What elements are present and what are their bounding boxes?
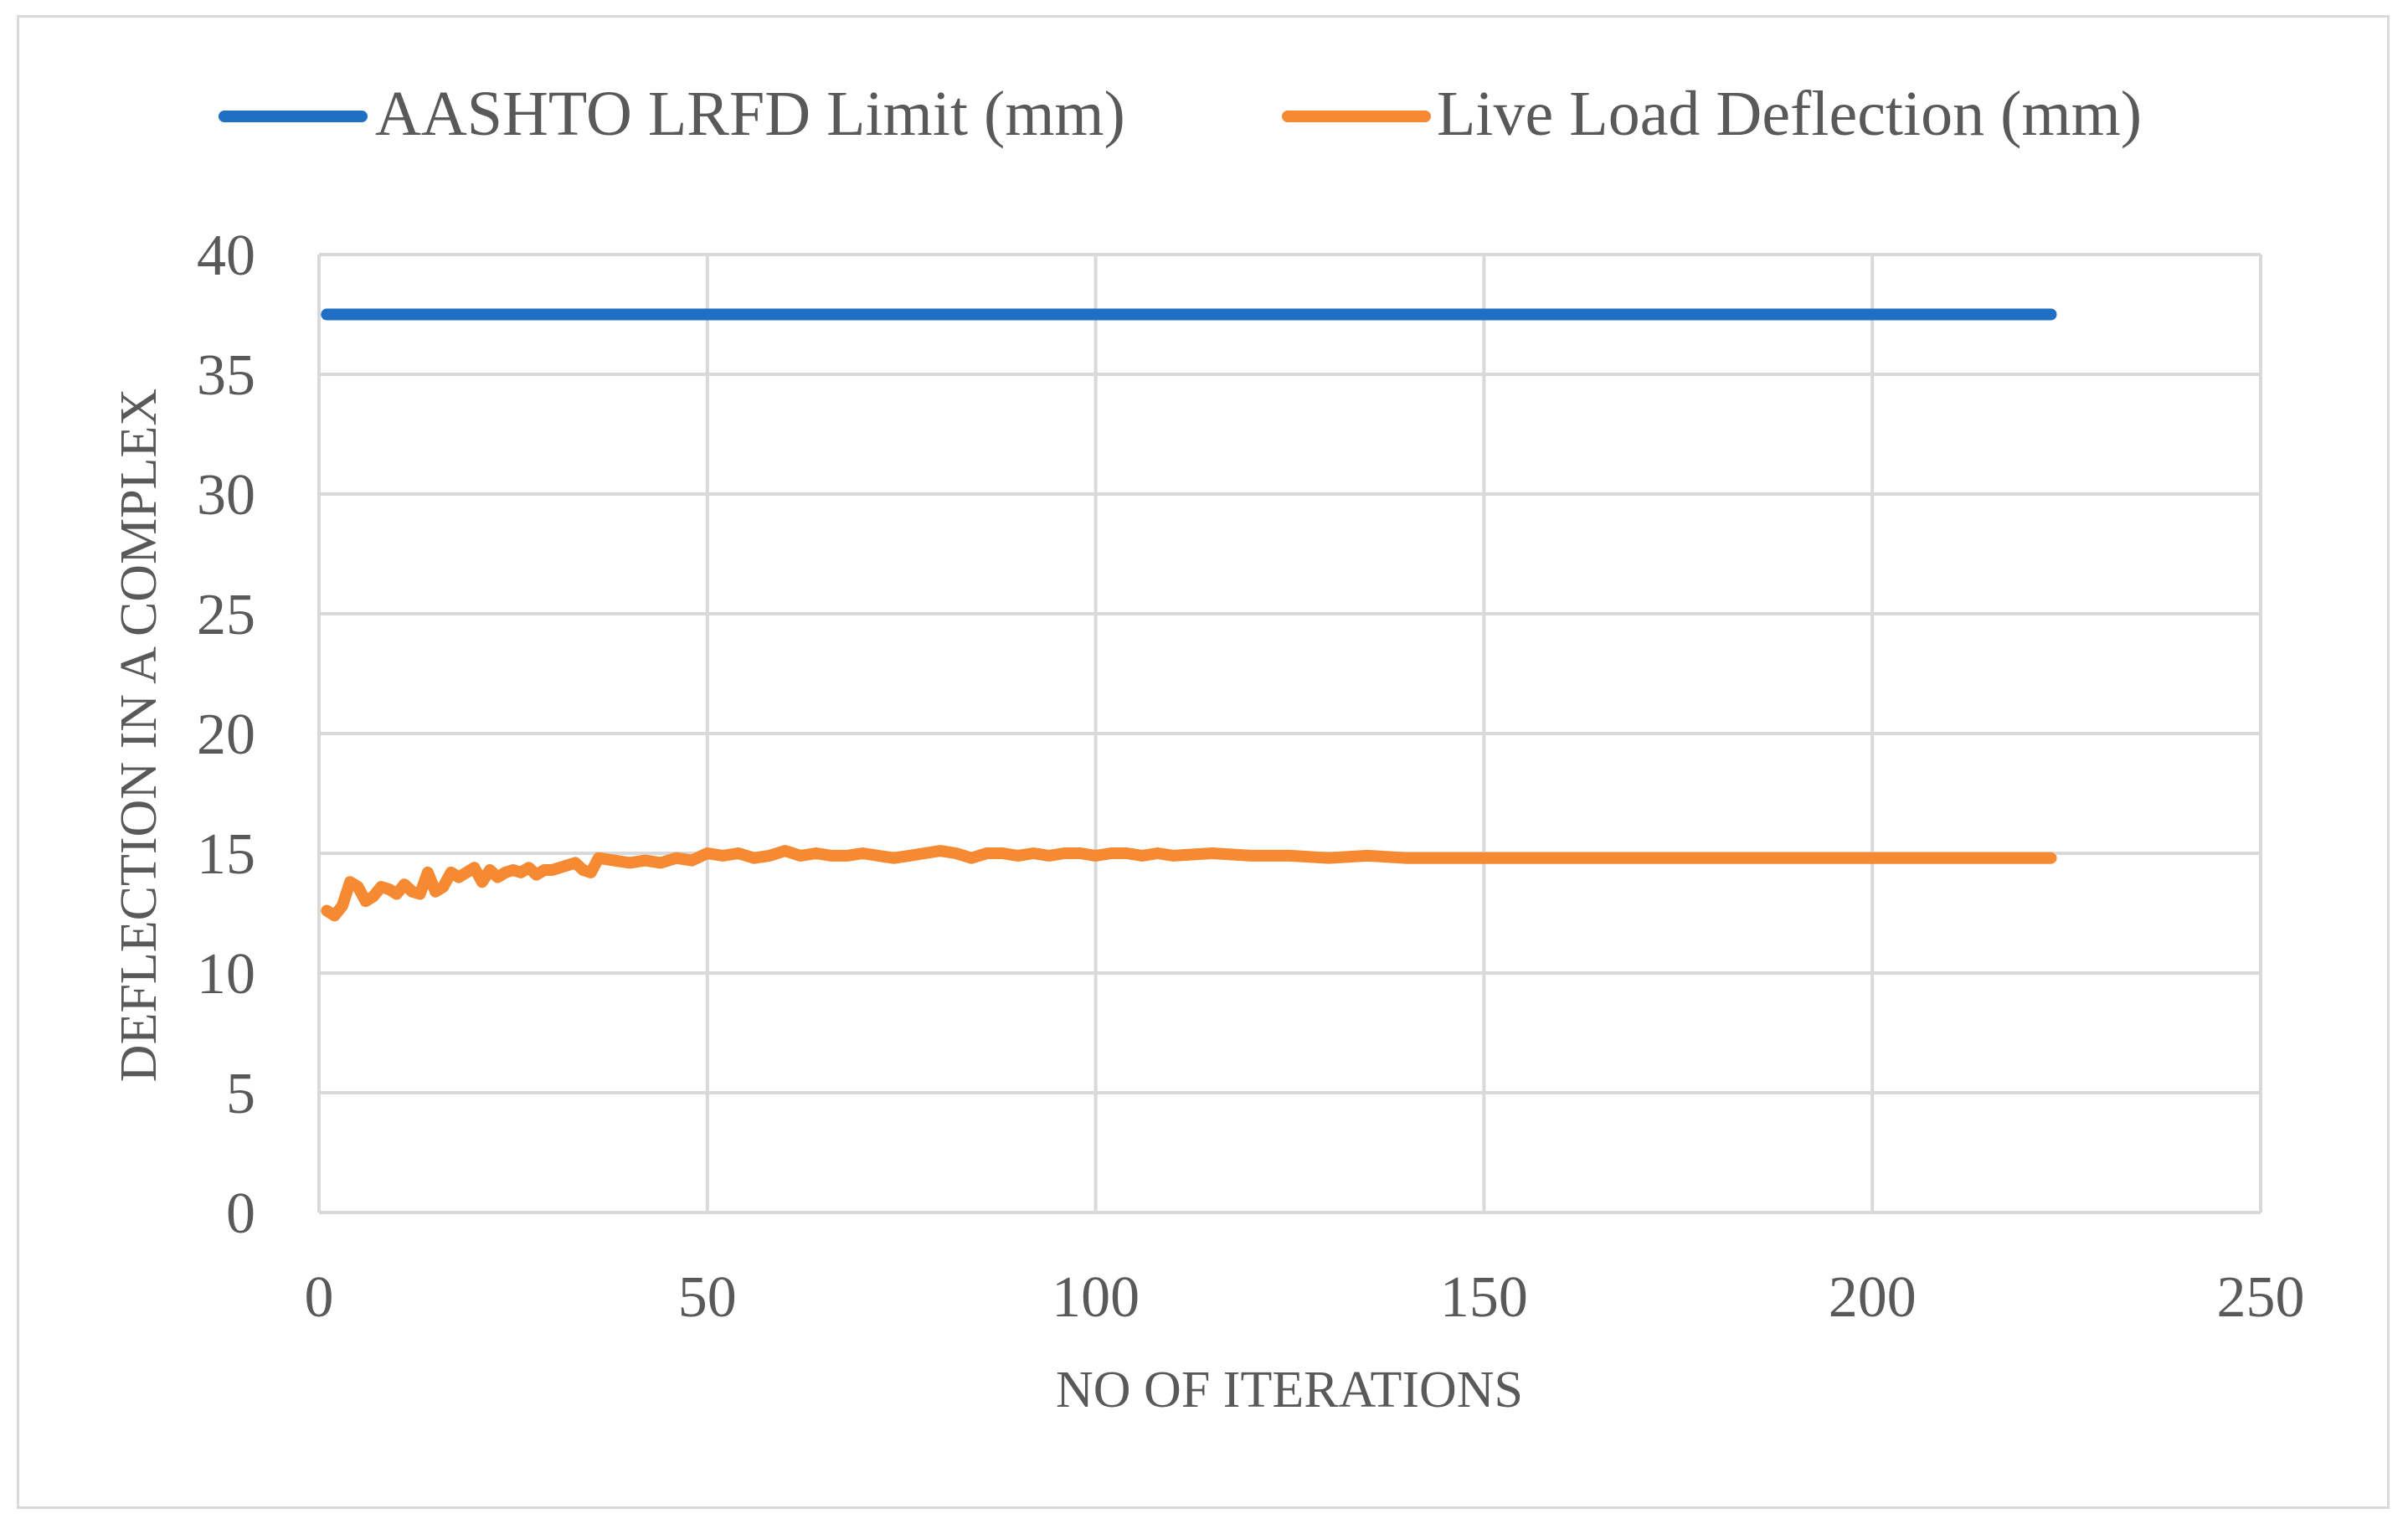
x-tick-label: 0 [305, 1265, 334, 1330]
x-tick-label: 50 [678, 1265, 737, 1330]
chart-frame [17, 15, 2390, 1509]
y-tick-label: 10 [197, 942, 255, 1007]
y-tick-label: 15 [197, 822, 255, 887]
y-tick-label: 20 [197, 703, 255, 767]
x-tick-label: 250 [2217, 1265, 2305, 1330]
x-tick-label: 200 [1829, 1265, 1917, 1330]
y-tick-label: 30 [197, 463, 255, 528]
legend: AASHTO LRFD Limit (mm) Live Load Deflect… [219, 79, 2142, 149]
y-axis-ticks: 0 5 10 15 20 25 30 35 40 [197, 224, 255, 1246]
y-axis-label: DEFLECTION IN A COMPLEX [111, 389, 167, 1082]
x-tick-label: 100 [1052, 1265, 1140, 1330]
legend-label-aashto-limit: AASHTO LRFD Limit (mm) [375, 79, 1125, 149]
y-tick-label: 5 [226, 1062, 255, 1126]
y-tick-label: 40 [197, 224, 255, 288]
x-tick-label: 150 [1440, 1265, 1528, 1330]
x-axis-ticks: 0 50 100 150 200 250 [305, 1265, 2305, 1330]
y-tick-label: 35 [197, 343, 255, 408]
series-lines [321, 308, 2057, 922]
y-tick-label: 0 [226, 1182, 255, 1246]
y-tick-label: 25 [197, 583, 255, 647]
grid [317, 253, 2262, 1214]
legend-label-live-load-deflection: Live Load Deflection (mm) [1437, 79, 2142, 149]
x-axis-label: NO OF ITERATIONS [1056, 1362, 1523, 1418]
series-line-live-load-deflection [321, 845, 2057, 922]
